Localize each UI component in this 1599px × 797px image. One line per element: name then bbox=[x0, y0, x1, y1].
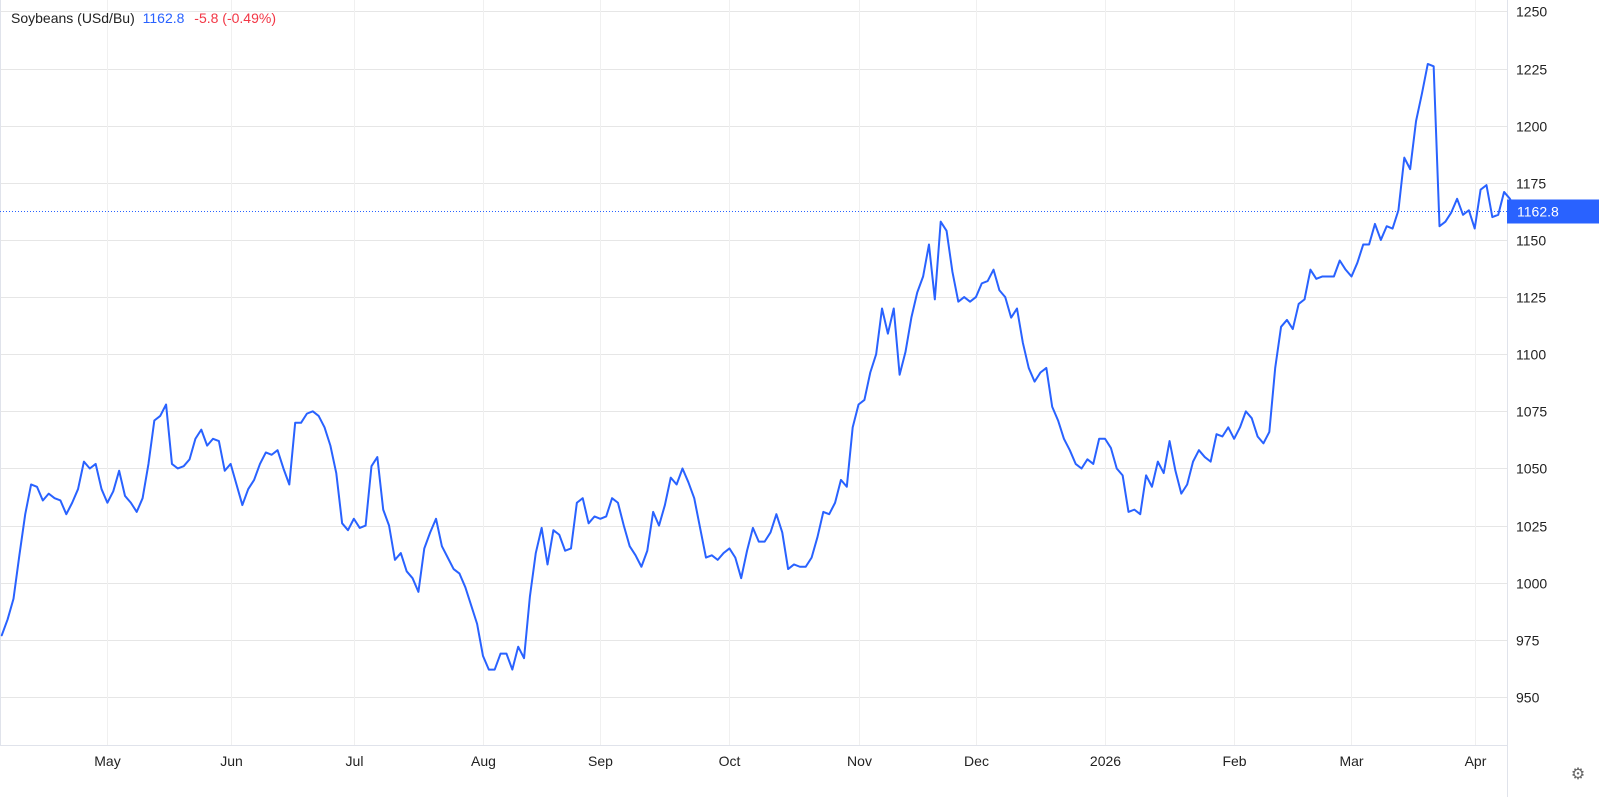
x-tick-label: Feb bbox=[1222, 753, 1246, 769]
x-tick-label: 2026 bbox=[1090, 753, 1121, 769]
y-tick-label: 1250 bbox=[1516, 4, 1547, 20]
x-tick-label: Jul bbox=[346, 753, 364, 769]
y-tick-label: 1025 bbox=[1516, 519, 1547, 535]
x-tick-label: Dec bbox=[964, 753, 989, 769]
y-tick-label: 1050 bbox=[1516, 461, 1547, 477]
x-tick-label: Oct bbox=[719, 753, 741, 769]
y-tick-label: 1075 bbox=[1516, 404, 1547, 420]
x-tick-label: Apr bbox=[1465, 753, 1487, 769]
symbol-label: Soybeans (USd/Bu) bbox=[11, 10, 135, 26]
y-tick-label: 1125 bbox=[1516, 290, 1546, 306]
y-tick-label: 1100 bbox=[1516, 347, 1546, 363]
last-price-label: 1162.8 bbox=[142, 10, 185, 26]
x-tick-label: Mar bbox=[1339, 753, 1363, 769]
x-tick-label: Nov bbox=[847, 753, 872, 769]
y-tick-label: 975 bbox=[1516, 633, 1540, 649]
x-tick-label: May bbox=[94, 753, 120, 769]
x-tick-label: Aug bbox=[471, 753, 496, 769]
y-tick-label: 950 bbox=[1516, 690, 1540, 706]
price-change-label: -5.8 (-0.49%) bbox=[194, 10, 276, 26]
y-tick-label: 1150 bbox=[1516, 233, 1546, 249]
y-tick-label: 1225 bbox=[1516, 62, 1547, 78]
y-tick-label: 1000 bbox=[1516, 576, 1547, 592]
x-tick-label: Jun bbox=[220, 753, 243, 769]
last-price-tag bbox=[1507, 199, 1599, 224]
price-series-line bbox=[0, 62, 1517, 671]
last-price-tag-label: 1162.8 bbox=[1517, 204, 1559, 220]
x-tick-label: Sep bbox=[588, 753, 613, 769]
chart-legend-header: Soybeans (USd/Bu) 1162.8 -5.8 (-0.49%) bbox=[11, 10, 276, 26]
gear-icon[interactable]: ⚙ bbox=[1570, 766, 1586, 783]
y-tick-label: 1175 bbox=[1516, 176, 1546, 192]
y-tick-label: 1200 bbox=[1516, 119, 1547, 135]
